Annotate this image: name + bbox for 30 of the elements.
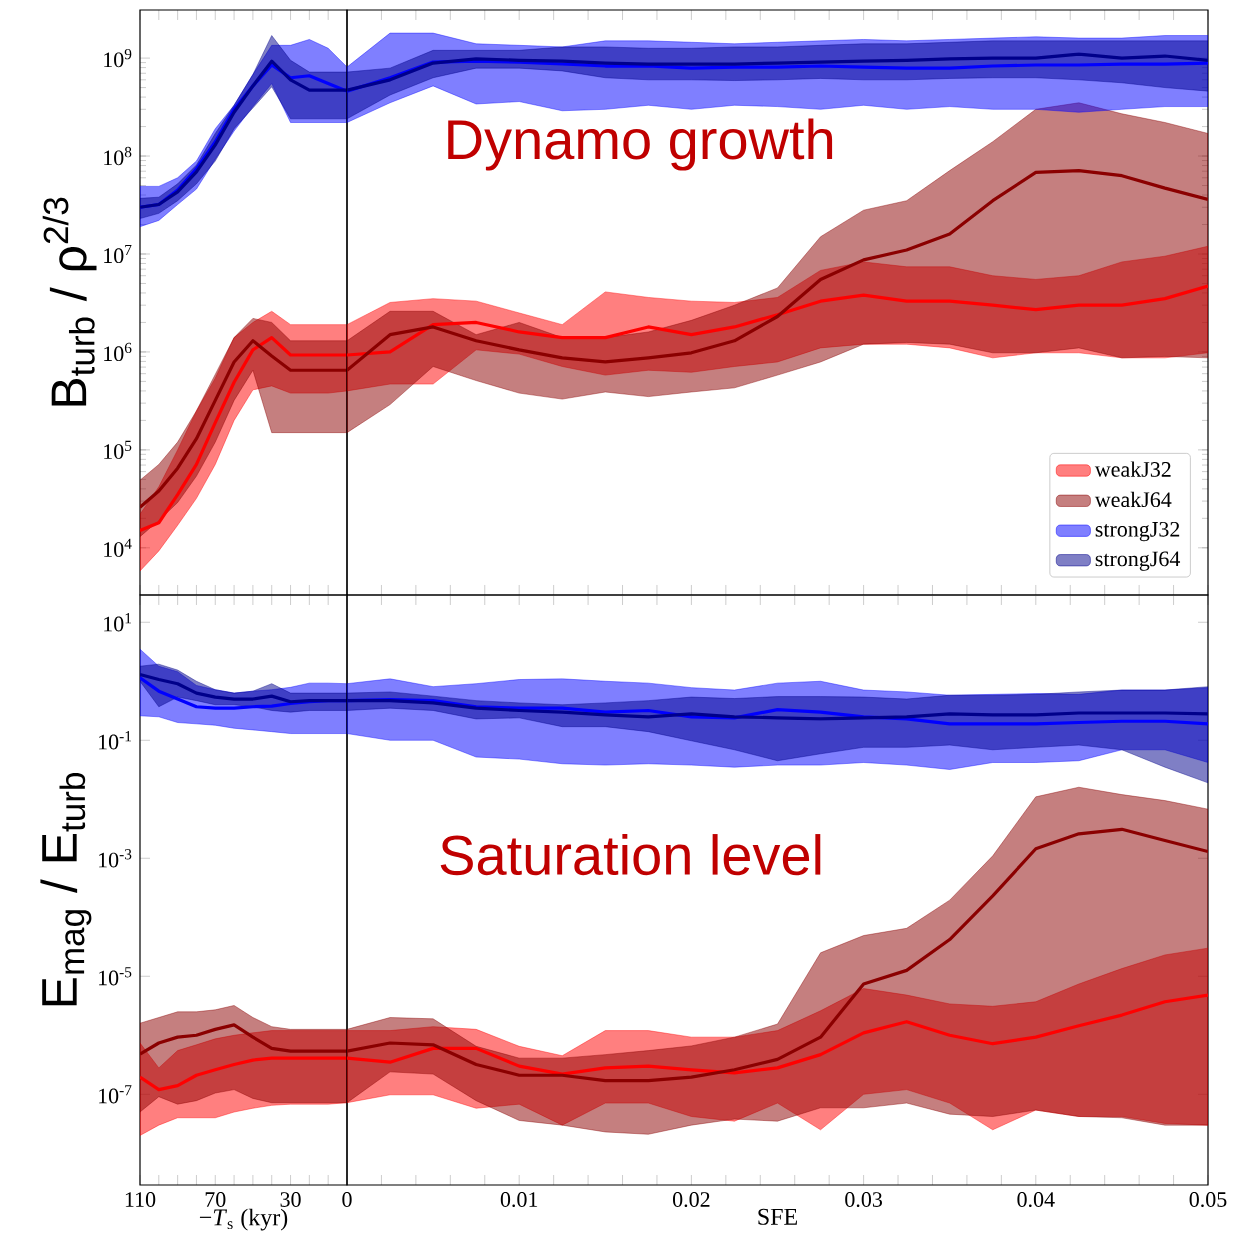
y-tick-label: 10$^{-7}$: [99, 1085, 132, 1104]
y-axis-title: E$_{mag}$ / E$_{turb}$: [40, 773, 92, 1006]
y-tick-label: 10$^{-5}$: [99, 967, 132, 986]
x-tick-label: 110: [125, 1192, 156, 1207]
x-tick-label: 70: [205, 1192, 226, 1207]
legend-label: strongJ64: [1095, 551, 1181, 571]
y-tick-label: 10$^{9}$: [104, 48, 132, 68]
y-tick-label: 10$^{6}$: [104, 342, 132, 362]
x-tick-label: 30: [280, 1192, 301, 1207]
legend-label: weakJ64: [1094, 491, 1172, 508]
x-tick-label: 0: [342, 1192, 352, 1207]
y-tick-label: 10$^{7}$: [104, 244, 132, 264]
legend-label: strongJ32: [1095, 521, 1180, 542]
annotation: Dynamo growth: [448, 118, 833, 171]
x-axis-title: SFE: [758, 1208, 797, 1225]
x-tick-label: 0.02: [673, 1192, 710, 1208]
y-tick-label: 10$^{5}$: [104, 440, 132, 459]
y-axis-title: B$_{turb}$ / ρ$^{2/3}$: [42, 197, 97, 406]
x-tick-label: 0.01: [500, 1192, 538, 1208]
legend-label: weakJ32: [1094, 461, 1171, 477]
x-tick-label: 0.04: [1017, 1192, 1055, 1208]
x-tick-label: 0.05: [1189, 1192, 1227, 1208]
y-tick-label: 10$^{-1}$: [99, 731, 132, 750]
y-tick-label: 10$^{1}$: [104, 613, 131, 632]
annotation: Saturation level: [440, 834, 821, 876]
x-axis-title: −T$_{s}$ (kyr): [199, 1208, 288, 1231]
y-tick-label: 10$^{4}$: [104, 538, 132, 557]
y-tick-label: 10$^{-3}$: [99, 849, 132, 868]
x-tick-label: 0.03: [845, 1192, 882, 1208]
y-tick-label: 10$^{8}$: [104, 146, 132, 166]
